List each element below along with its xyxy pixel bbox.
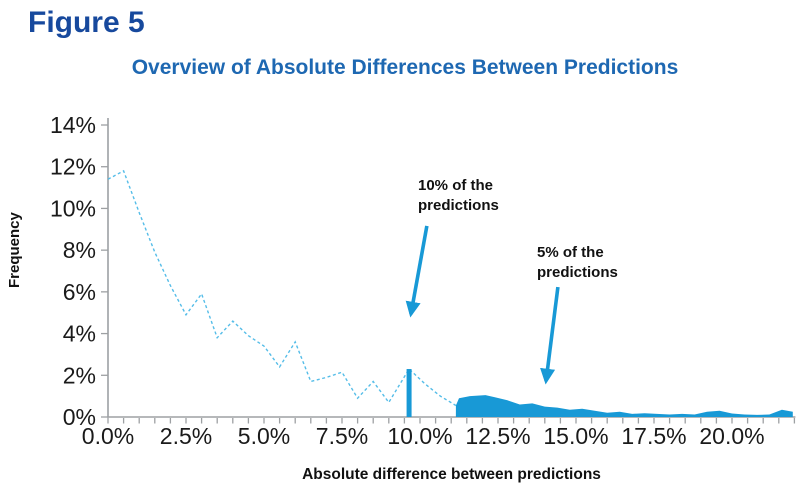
x-tick-label: 10.0%: [387, 423, 452, 449]
x-tick-label: 7.5%: [316, 423, 368, 449]
annotation-arrow: [405, 225, 429, 318]
y-tick-label: 2%: [63, 362, 96, 388]
y-tick-label: 0%: [63, 404, 96, 430]
tail-area-series: [455, 395, 793, 417]
threshold-spike: [406, 369, 412, 417]
x-tick-label: 15.0%: [543, 423, 608, 449]
y-tick-label: 4%: [63, 321, 96, 347]
chart-title: Overview of Absolute Differences Between…: [131, 56, 679, 79]
plot-area: 0.0% 2.5% 5.0% 7.5% 10.0% 12.5% 15.0% 17.5% 20.0…: [50, 112, 796, 449]
x-tick-label: 2.5%: [160, 423, 212, 449]
annotation-arrow: [540, 286, 560, 385]
annotation-10-percent: 10% of the predictions: [418, 176, 499, 216]
annotation-line: 5% of the: [537, 244, 604, 261]
frequency-line-series: [107, 169, 457, 407]
x-axis-title: Absolute difference between predictions: [302, 466, 601, 483]
x-tick-label: 5.0%: [238, 423, 290, 449]
x-tick-label: 20.0%: [699, 423, 764, 449]
y-tick-label: 12%: [50, 154, 96, 180]
x-tick-label: 12.5%: [465, 423, 530, 449]
y-tick-label: 8%: [63, 237, 96, 263]
y-tick-label: 14%: [50, 112, 96, 138]
y-tick-label: 10%: [50, 195, 96, 221]
annotation-line: predictions: [537, 264, 618, 281]
annotation-line: 10% of the: [418, 177, 494, 194]
annotation-5-percent: 5% of the predictions: [537, 243, 618, 283]
x-tick-label: 0.0%: [82, 423, 134, 449]
x-tick-label: 17.5%: [621, 423, 686, 449]
figure-label: Figure 5: [28, 6, 145, 39]
annotation-line: predictions: [418, 197, 499, 214]
y-tick-label: 6%: [63, 279, 96, 305]
